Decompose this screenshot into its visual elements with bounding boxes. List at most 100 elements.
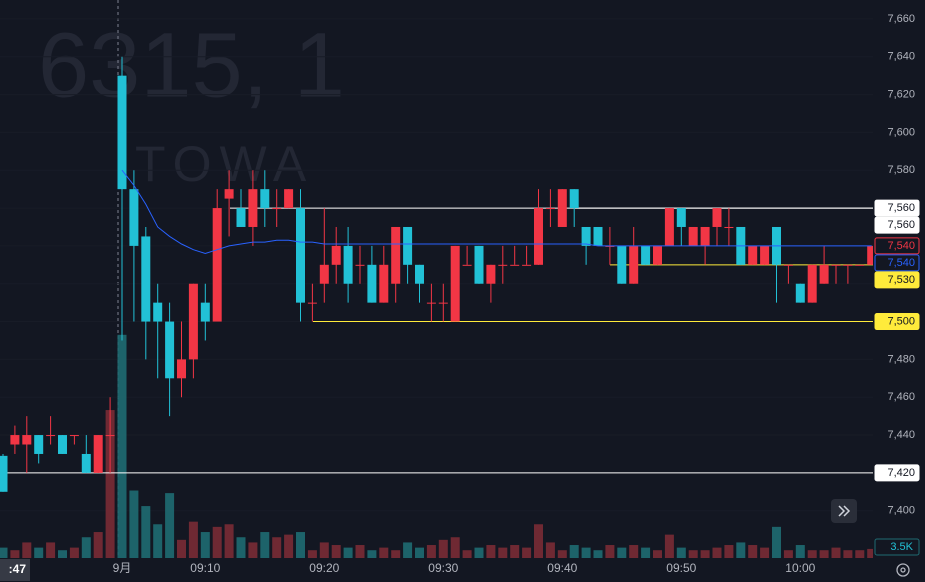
volume-bar [831,547,841,558]
candle-body [867,245,877,265]
volume-bar [736,542,746,558]
volume-bar [212,526,222,558]
y-tick-label: 7,460 [887,391,915,403]
settings-icon-core[interactable] [900,567,906,573]
volume-bar [688,550,698,558]
candle-body [783,264,793,266]
candle-body [236,208,246,227]
candle-body [153,302,163,322]
price-axis-bg [873,0,925,582]
candle-body [438,302,448,304]
candle-body [641,245,651,265]
watermark: 6315, 1 [38,14,345,116]
candle-body [177,359,186,379]
x-tick-label: 09:40 [547,561,577,575]
y-tick-label: 7,600 [887,126,915,138]
volume-label: 3.5K [890,541,913,553]
candle-body [498,264,508,266]
candle-body [534,208,543,265]
candle-body [331,245,341,265]
candle-body [748,245,758,265]
volume-bar [795,545,805,558]
price-label: 7,540 [887,240,915,252]
candle-body [474,245,484,284]
volume-bar [355,545,365,558]
price-label: 7,560 [887,219,915,231]
scroll-button[interactable] [831,499,857,523]
candle-body [855,264,865,266]
candle-body [22,435,32,445]
volume-bar [593,550,603,558]
price-label-bg [874,237,920,255]
candle-body [522,264,532,266]
y-tick-label: 7,480 [887,353,915,365]
candle-body [510,264,520,266]
candle-body [296,208,305,303]
scroll-icon[interactable] [838,505,851,517]
volume-bar [117,334,127,558]
candle-body [379,264,389,303]
settings-button[interactable] [896,563,910,577]
candle-body [391,226,401,284]
candle-body [545,208,555,210]
candle-body [117,75,127,190]
volume-bar [474,547,484,558]
volume-bar [772,526,781,558]
candle-body [700,226,710,246]
volume-bar [296,532,305,558]
volume-bar [141,506,151,558]
volume-label-bg [874,538,920,556]
candle-body [617,245,627,284]
candle-body [367,264,377,303]
volume-bar [379,547,389,558]
volume-bar [165,493,175,558]
volume-bar [58,550,67,558]
x-tick-label: 10:00 [785,561,815,575]
candle-body [165,321,175,379]
candle-body [284,189,294,209]
candle-body [0,455,8,492]
volume-bar [498,547,508,558]
candle-body [795,283,805,303]
candle-body [760,245,770,265]
volume-bar [653,550,662,558]
volume-bar [510,545,520,558]
candle-body [593,226,603,246]
volume-bar [641,547,651,558]
price-label: 7,530 [887,274,915,286]
candle-body [307,302,317,304]
candle-body [343,245,353,284]
x-tick-label: 09:20 [309,561,339,575]
volume-bar [319,542,329,558]
candle-body [676,208,686,227]
volume-bar [426,545,436,558]
candle-body [34,435,44,454]
volume-bar [557,550,567,558]
cursor-time-bg [0,559,30,581]
price-label-bg [874,254,920,272]
volume-bar [617,547,627,558]
volume-bar [69,547,79,558]
volume-bar [664,534,674,558]
candle-body [272,208,282,210]
volume-bar [81,537,91,558]
x-tick-label: 09:50 [666,561,696,575]
candle-body [581,226,591,246]
candle-body [188,283,198,360]
volume-bar [545,542,555,558]
candle-body [426,302,436,304]
candle-body [403,226,413,265]
volume-bar [34,547,44,558]
price-label: 7,420 [887,467,915,479]
candle-body [319,264,329,284]
volume-bar [748,545,758,558]
settings-icon[interactable] [896,563,910,577]
volume-bar [450,537,460,558]
volume-bar [760,547,770,558]
candle-body [355,264,365,266]
moving-average [121,169,872,254]
volume-bar [10,550,20,558]
candle-body [712,208,722,227]
volume-bar [391,550,401,558]
volume-bar [153,524,163,558]
